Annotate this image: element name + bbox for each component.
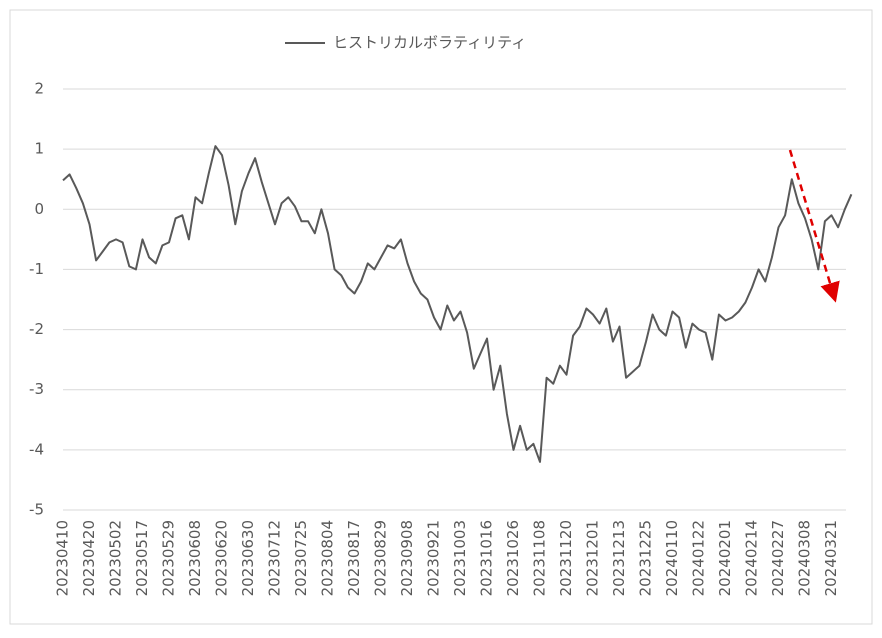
x-tick-label: 20230502 [107, 520, 125, 596]
x-tick-label: 20240214 [743, 520, 761, 596]
x-tick-label: 20240321 [822, 520, 840, 596]
y-tick-label: -4 [29, 440, 44, 458]
legend-label: ヒストリカルボラティリティ [333, 34, 526, 52]
x-tick-label: 20231026 [504, 520, 522, 596]
x-tick-label: 20230608 [186, 520, 204, 596]
x-tick-label: 20231003 [451, 520, 469, 596]
x-tick-label: 20230804 [319, 520, 337, 596]
x-tick-label: 20230712 [266, 520, 284, 596]
x-tick-label: 20231120 [557, 520, 575, 596]
y-tick-label: -5 [29, 501, 44, 519]
y-tick-label: 0 [34, 200, 44, 218]
y-tick-label: -3 [29, 380, 44, 398]
x-tick-label: 20240110 [663, 520, 681, 596]
plot-area: -5 -4 -3 -2 -1 0 1 2 20230410 20230420 20230502 202… [29, 34, 853, 596]
y-tick-label: -1 [29, 260, 44, 278]
x-tick-label: 20240201 [716, 520, 734, 596]
x-tick-label: 20240122 [690, 520, 708, 596]
trend-arrow [788, 149, 840, 303]
x-tick-label: 20230829 [372, 520, 390, 596]
x-tick-label: 20230908 [398, 520, 416, 596]
x-tick-label: 20230410 [54, 520, 72, 596]
chart-frame [9, 9, 873, 625]
x-tick-label: 20240227 [769, 520, 787, 596]
data-line [62, 145, 853, 463]
x-tick-label: 20240308 [796, 520, 814, 596]
y-tick-label: 1 [34, 140, 44, 158]
x-tick-label: 20231016 [478, 520, 496, 596]
x-tick-label: 20231201 [584, 520, 602, 596]
x-tick-label: 20230529 [160, 520, 178, 596]
x-tick-label: 20230620 [213, 520, 231, 596]
x-tick-label: 20230921 [425, 520, 443, 596]
x-tick-label: 20230817 [345, 520, 363, 596]
x-tick-label: 20230420 [80, 520, 98, 596]
x-tick-label: 20231225 [637, 520, 655, 596]
y-tick-label: 2 [34, 80, 44, 98]
y-tick-label: -2 [29, 320, 44, 338]
x-tick-label: 20231108 [531, 520, 549, 596]
x-tick-label: 20230630 [239, 520, 257, 596]
x-tick-label: 20230725 [292, 520, 310, 596]
x-tick-label: 20231213 [610, 520, 628, 596]
x-tick-label: 20230517 [133, 520, 151, 596]
